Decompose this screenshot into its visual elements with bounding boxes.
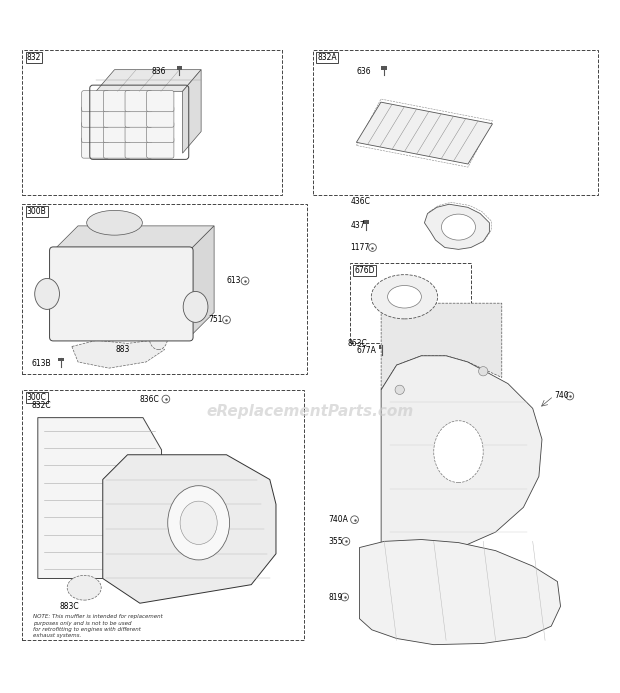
Text: 436C: 436C bbox=[350, 197, 370, 206]
Bar bbox=[22, 389, 304, 640]
Text: 819: 819 bbox=[329, 593, 343, 602]
Text: 437: 437 bbox=[350, 221, 365, 230]
Text: 832A: 832A bbox=[317, 53, 337, 62]
Text: 832C: 832C bbox=[32, 401, 51, 410]
Bar bbox=[313, 50, 598, 195]
Text: 355: 355 bbox=[329, 537, 343, 546]
FancyBboxPatch shape bbox=[125, 122, 153, 143]
FancyBboxPatch shape bbox=[104, 106, 131, 128]
Polygon shape bbox=[425, 204, 489, 249]
Ellipse shape bbox=[67, 575, 101, 600]
Text: 1177: 1177 bbox=[350, 243, 370, 252]
Text: 832: 832 bbox=[27, 53, 41, 62]
Text: 751: 751 bbox=[208, 315, 223, 324]
Polygon shape bbox=[360, 540, 560, 644]
FancyBboxPatch shape bbox=[147, 106, 174, 128]
FancyBboxPatch shape bbox=[104, 137, 131, 158]
Bar bbox=[22, 50, 282, 195]
Bar bbox=[350, 263, 471, 344]
Ellipse shape bbox=[441, 214, 476, 240]
FancyBboxPatch shape bbox=[82, 137, 109, 158]
FancyBboxPatch shape bbox=[104, 122, 131, 143]
Text: 636: 636 bbox=[356, 67, 371, 76]
Ellipse shape bbox=[371, 274, 438, 319]
Polygon shape bbox=[103, 455, 276, 603]
Text: 836C: 836C bbox=[140, 394, 159, 403]
Ellipse shape bbox=[183, 292, 208, 322]
FancyBboxPatch shape bbox=[104, 91, 131, 112]
Ellipse shape bbox=[388, 286, 422, 308]
Ellipse shape bbox=[180, 501, 217, 545]
Text: 740A: 740A bbox=[329, 515, 348, 524]
Polygon shape bbox=[72, 340, 165, 368]
Bar bbox=[177, 66, 182, 69]
Text: 613B: 613B bbox=[32, 359, 51, 368]
Ellipse shape bbox=[149, 325, 168, 349]
Bar bbox=[22, 204, 307, 374]
Text: 863C: 863C bbox=[347, 339, 367, 348]
FancyBboxPatch shape bbox=[82, 122, 109, 143]
FancyBboxPatch shape bbox=[147, 137, 174, 158]
FancyBboxPatch shape bbox=[147, 122, 174, 143]
FancyBboxPatch shape bbox=[125, 106, 153, 128]
Text: 676D: 676D bbox=[355, 266, 375, 275]
Polygon shape bbox=[53, 226, 214, 251]
Polygon shape bbox=[182, 70, 201, 153]
Bar bbox=[363, 220, 370, 224]
Polygon shape bbox=[38, 418, 162, 579]
Bar bbox=[379, 345, 386, 349]
Text: 613: 613 bbox=[226, 277, 241, 286]
Polygon shape bbox=[96, 70, 201, 91]
Text: 836: 836 bbox=[152, 67, 166, 76]
Text: 740: 740 bbox=[554, 392, 569, 401]
Text: 300C: 300C bbox=[27, 393, 46, 402]
Ellipse shape bbox=[479, 367, 488, 376]
FancyBboxPatch shape bbox=[82, 106, 109, 128]
Polygon shape bbox=[381, 356, 542, 551]
Bar bbox=[381, 66, 388, 69]
Ellipse shape bbox=[87, 211, 143, 235]
Ellipse shape bbox=[35, 279, 60, 309]
Ellipse shape bbox=[395, 385, 404, 394]
Text: 677A: 677A bbox=[356, 346, 376, 356]
Text: eReplacementParts.com: eReplacementParts.com bbox=[206, 404, 414, 419]
Polygon shape bbox=[356, 102, 492, 164]
FancyBboxPatch shape bbox=[125, 91, 153, 112]
Bar bbox=[58, 358, 64, 361]
FancyBboxPatch shape bbox=[147, 91, 174, 112]
Text: 300B: 300B bbox=[27, 207, 46, 216]
Polygon shape bbox=[381, 304, 502, 389]
FancyBboxPatch shape bbox=[50, 247, 193, 341]
Polygon shape bbox=[189, 226, 214, 337]
Ellipse shape bbox=[434, 421, 483, 482]
FancyBboxPatch shape bbox=[125, 137, 153, 158]
Text: NOTE: This muffler is intended for replacement
purposes only and is not to be us: NOTE: This muffler is intended for repla… bbox=[33, 615, 163, 638]
Text: 883: 883 bbox=[115, 345, 130, 354]
Text: 883C: 883C bbox=[60, 602, 79, 611]
Ellipse shape bbox=[168, 486, 229, 560]
FancyBboxPatch shape bbox=[82, 91, 109, 112]
